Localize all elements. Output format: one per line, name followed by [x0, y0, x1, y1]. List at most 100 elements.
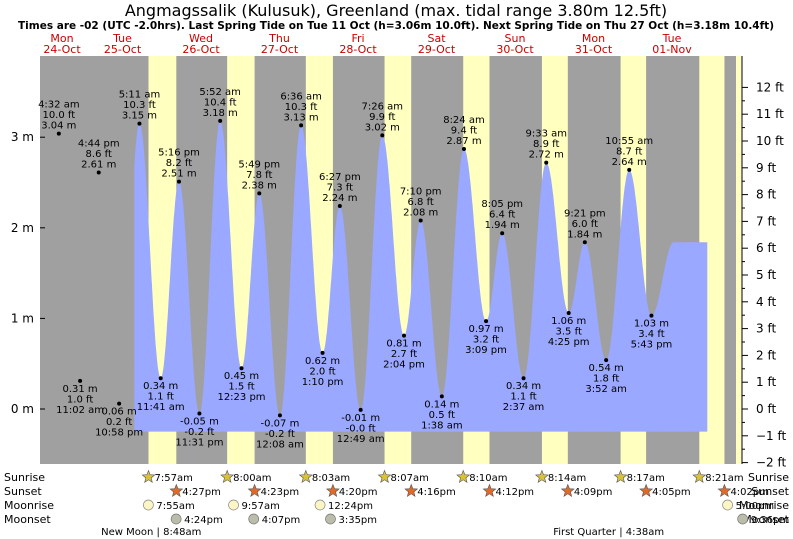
- tide-label: 9:33 am: [525, 129, 567, 140]
- tide-label: 5:11 am: [119, 90, 161, 101]
- moonrise-icon: [722, 499, 733, 511]
- sunrise-time: 8:21am: [705, 473, 743, 484]
- sunset-icon: [404, 483, 419, 497]
- tide-point: [176, 179, 181, 184]
- tide-label: 3:52 am: [585, 384, 627, 395]
- tide-label: 2:37 am: [503, 402, 545, 413]
- moonrise-time: 9:57am: [242, 501, 280, 512]
- day-name: Mon: [50, 32, 73, 45]
- left-tick-label: 1 m: [11, 311, 34, 325]
- day-date: 31-Oct: [575, 43, 613, 56]
- tide-label: 10.3 ft: [123, 100, 156, 111]
- day-date: 28-Oct: [339, 43, 377, 56]
- tide-label: 3.13 m: [283, 112, 318, 123]
- row-label-moonset-right: Moonset: [742, 513, 789, 526]
- sunrise-time: 8:10am: [469, 473, 507, 484]
- tide-label: 1.94 m: [485, 220, 520, 231]
- tide-label: 10:58 pm: [95, 428, 143, 439]
- moonrise-time: 7:55am: [156, 501, 194, 512]
- row-label-moonset: Moonset: [4, 513, 51, 526]
- moonrise-time: 5:00pm: [736, 501, 775, 512]
- day-date: 30-Oct: [496, 43, 534, 56]
- tide-point: [158, 376, 163, 381]
- tide-label: 0.81 m: [386, 339, 421, 350]
- tide-label: 6:27 pm: [319, 172, 361, 183]
- tide-point: [418, 218, 423, 223]
- sunrise-time: 8:00am: [233, 473, 271, 484]
- tide-label: 0.45 m: [224, 371, 259, 382]
- tide-label: 12:08 am: [256, 439, 304, 450]
- right-tick-label: 0 ft: [756, 402, 776, 416]
- tide-label: 11:41 am: [137, 402, 185, 413]
- tide-label: 2.08 m: [403, 208, 438, 219]
- day-date: 27-Oct: [261, 43, 299, 56]
- tide-label: 5:49 pm: [238, 159, 280, 170]
- tide-point: [257, 191, 262, 196]
- tide-label: 0.62 m: [305, 356, 340, 367]
- sunset-time: 4:12pm: [495, 487, 534, 498]
- tide-label: 1.1 ft: [510, 392, 536, 403]
- tide-label: 2.0 ft: [309, 366, 335, 377]
- tide-point: [299, 123, 304, 128]
- tide-label: 5:43 pm: [631, 340, 673, 351]
- tide-label: 0.06 m: [102, 407, 137, 418]
- right-tick-label: 4 ft: [756, 295, 776, 309]
- sunrise-time: 8:03am: [312, 473, 350, 484]
- moonrise-icon: [143, 499, 154, 511]
- tide-curve: [134, 120, 708, 432]
- tide-area: [134, 120, 708, 432]
- tide-point: [96, 170, 101, 175]
- tide-label: 2.38 m: [242, 180, 277, 191]
- sunset-icon: [717, 483, 732, 497]
- day-date: 24-Oct: [43, 43, 81, 56]
- tide-point: [402, 333, 407, 338]
- moonset-time: 4:24pm: [184, 515, 223, 526]
- right-tick-label: −2 ft: [756, 456, 787, 470]
- tide-point: [500, 231, 505, 236]
- tide-label: 6:36 am: [280, 91, 322, 102]
- tide-label: 11:02 am: [56, 405, 104, 416]
- tide-label: 10.0 ft: [42, 110, 75, 121]
- tide-label: 7.8 ft: [246, 170, 272, 181]
- right-tick-label: 11 ft: [756, 107, 784, 121]
- sunset-time: 4:02pm: [730, 487, 769, 498]
- right-tick-label: 6 ft: [756, 241, 776, 255]
- tide-point: [56, 131, 61, 136]
- sunset-icon: [482, 483, 497, 497]
- right-tick-label: 2 ft: [756, 348, 776, 362]
- tide-point: [566, 310, 571, 315]
- tide-label: 3.4 ft: [638, 329, 664, 340]
- tide-label: 4:25 pm: [548, 337, 590, 348]
- tide-label: -0.2 ft: [265, 429, 295, 440]
- tide-label: -0.05 m: [180, 417, 219, 428]
- left-axis-meters: 0 m 1 m 2 m 3 m: [11, 130, 45, 416]
- sunset-time: 4:05pm: [652, 487, 691, 498]
- tide-label: 8:05 pm: [481, 199, 523, 210]
- tide-point: [484, 319, 489, 324]
- tide-label: 7.3 ft: [327, 183, 353, 194]
- tide-label: 1.1 ft: [148, 392, 174, 403]
- tide-label: 3.15 m: [122, 111, 157, 122]
- day-date: 25-Oct: [104, 43, 142, 56]
- row-label-sunrise: Sunrise: [4, 471, 45, 484]
- row-label-moonrise: Moonrise: [4, 499, 54, 512]
- sunset-time: 4:09pm: [574, 487, 613, 498]
- tide-label: 0.14 m: [424, 399, 459, 410]
- tide-label: 1.03 m: [634, 319, 669, 330]
- tide-label: 2.51 m: [161, 169, 196, 180]
- tide-point: [544, 160, 549, 165]
- moonset-time: 3:35pm: [338, 515, 377, 526]
- sunrise-icon: [377, 469, 392, 483]
- sunset-time: 4:27pm: [182, 487, 221, 498]
- sunrise-time: 7:57am: [155, 473, 193, 484]
- day-name: Fri: [351, 32, 364, 45]
- tide-label: -0.0 ft: [346, 423, 376, 434]
- tide-point: [218, 118, 223, 123]
- tide-label: 8:24 am: [443, 115, 485, 126]
- tide-label: 9:21 pm: [564, 208, 606, 219]
- tide-point: [521, 376, 526, 381]
- tide-label: 3.02 m: [365, 122, 400, 133]
- tide-label: -0.2 ft: [184, 427, 214, 438]
- left-tick-label: 3 m: [11, 130, 34, 144]
